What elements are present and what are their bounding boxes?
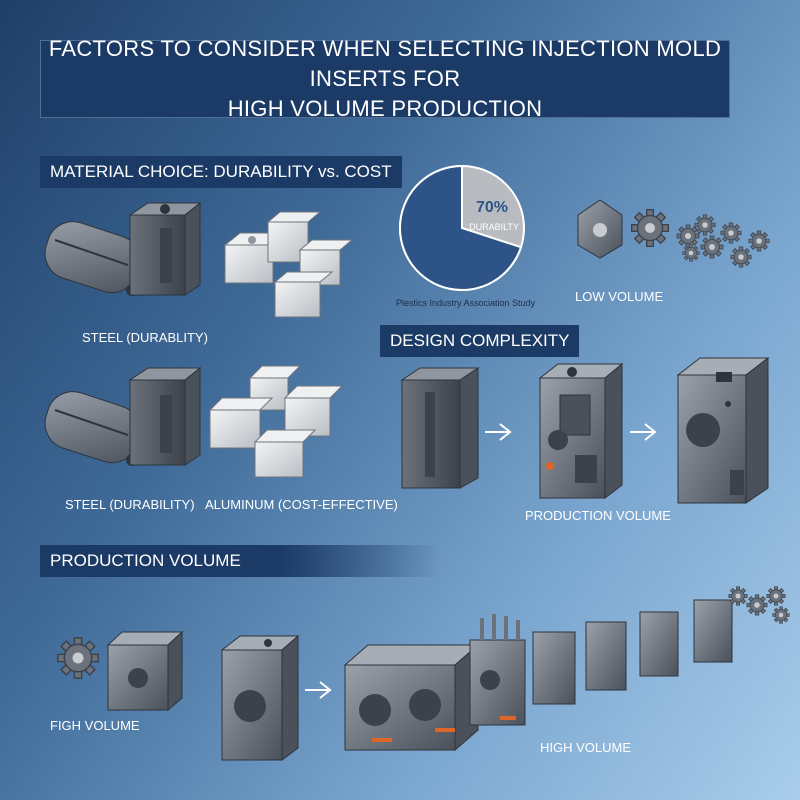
durability-pie-chart xyxy=(399,164,525,291)
section-header-production: PRODUCTION VOLUME xyxy=(40,545,440,577)
large-production-insert xyxy=(220,634,300,761)
label-low-volume: LOW VOLUME xyxy=(575,289,664,304)
production-inserts-sequence xyxy=(469,586,790,726)
pie-source-note: Plestics Industry Association Study xyxy=(396,298,536,308)
multi-cavity-insert xyxy=(343,643,480,752)
label-steel-1: STEEL (DURABLITY) xyxy=(82,330,208,345)
complex-insert xyxy=(538,362,624,500)
pie-slice-durability xyxy=(399,164,523,291)
arrow-right-icon xyxy=(305,681,332,699)
label-high-volume-right: HIGH VOLUME xyxy=(540,740,632,755)
label-steel-2: STEEL (DURABILITY) xyxy=(65,497,195,512)
main-title-line-2: HIGH VOLUME PRODUCTION xyxy=(227,96,543,121)
low-volume-parts xyxy=(577,199,770,268)
simple-insert xyxy=(400,367,480,489)
pie-category-label: DURABILTY xyxy=(469,222,519,232)
arrow-right-icon xyxy=(485,423,512,441)
single-gear-and-block xyxy=(56,630,184,712)
aluminum-blocks-2 xyxy=(208,365,344,478)
advanced-insert xyxy=(676,356,770,504)
section-header-material: MATERIAL CHOICE: DURABILITY vs. COST xyxy=(40,156,402,188)
label-production-volume: PRODUCTION VOLUME xyxy=(525,508,671,523)
arrow-right-icon xyxy=(630,423,657,441)
steel-block-insert-2 xyxy=(128,366,202,466)
steel-block-insert-1 xyxy=(128,201,202,296)
aluminum-blocks-1 xyxy=(223,211,354,318)
main-title-line-1: FACTORS TO CONSIDER WHEN SELECTING INJEC… xyxy=(48,36,722,91)
section-header-design: DESIGN COMPLEXITY xyxy=(380,325,580,357)
main-title-banner: FACTORS TO CONSIDER WHEN SELECTING INJEC… xyxy=(40,36,730,121)
label-aluminum: ALUMINUM (COST-EFFECTIVE) xyxy=(205,497,398,512)
pie-percent-label: 70% xyxy=(476,199,508,216)
label-high-volume-left: FIGH VOLUME xyxy=(50,718,140,733)
